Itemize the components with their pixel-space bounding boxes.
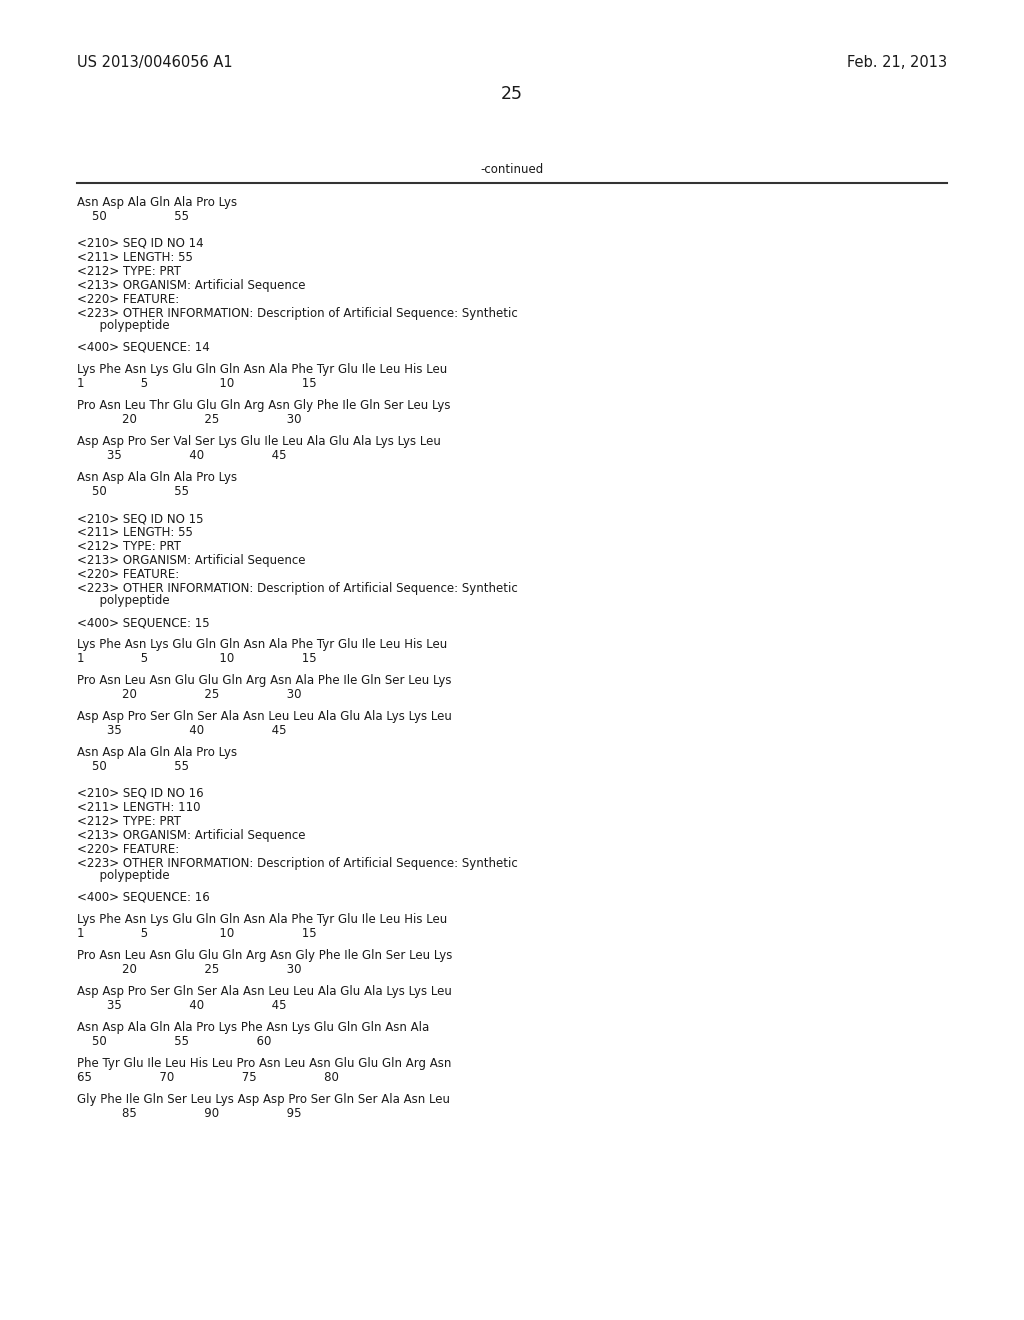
Text: <223> OTHER INFORMATION: Description of Artificial Sequence: Synthetic: <223> OTHER INFORMATION: Description of … — [77, 582, 518, 595]
Text: Feb. 21, 2013: Feb. 21, 2013 — [847, 55, 947, 70]
Text: 35                  40                  45: 35 40 45 — [77, 999, 287, 1012]
Text: 1               5                   10                  15: 1 5 10 15 — [77, 927, 316, 940]
Text: <211> LENGTH: 55: <211> LENGTH: 55 — [77, 251, 193, 264]
Text: Lys Phe Asn Lys Glu Gln Gln Asn Ala Phe Tyr Glu Ile Leu His Leu: Lys Phe Asn Lys Glu Gln Gln Asn Ala Phe … — [77, 638, 447, 651]
Text: <400> SEQUENCE: 16: <400> SEQUENCE: 16 — [77, 891, 210, 904]
Text: <400> SEQUENCE: 14: <400> SEQUENCE: 14 — [77, 341, 210, 354]
Text: 50                  55                  60: 50 55 60 — [77, 1035, 271, 1048]
Text: Pro Asn Leu Asn Glu Glu Gln Arg Asn Gly Phe Ile Gln Ser Leu Lys: Pro Asn Leu Asn Glu Glu Gln Arg Asn Gly … — [77, 949, 453, 962]
Text: <223> OTHER INFORMATION: Description of Artificial Sequence: Synthetic: <223> OTHER INFORMATION: Description of … — [77, 308, 518, 319]
Text: <220> FEATURE:: <220> FEATURE: — [77, 568, 179, 581]
Text: <210> SEQ ID NO 15: <210> SEQ ID NO 15 — [77, 512, 204, 525]
Text: polypeptide: polypeptide — [77, 869, 170, 882]
Text: Phe Tyr Glu Ile Leu His Leu Pro Asn Leu Asn Glu Glu Gln Arg Asn: Phe Tyr Glu Ile Leu His Leu Pro Asn Leu … — [77, 1057, 452, 1071]
Text: <212> TYPE: PRT: <212> TYPE: PRT — [77, 265, 181, 279]
Text: 20                  25                  30: 20 25 30 — [77, 413, 301, 426]
Text: -continued: -continued — [480, 162, 544, 176]
Text: <212> TYPE: PRT: <212> TYPE: PRT — [77, 814, 181, 828]
Text: Asp Asp Pro Ser Gln Ser Ala Asn Leu Leu Ala Glu Ala Lys Lys Leu: Asp Asp Pro Ser Gln Ser Ala Asn Leu Leu … — [77, 710, 452, 723]
Text: 50                  55: 50 55 — [77, 484, 189, 498]
Text: <220> FEATURE:: <220> FEATURE: — [77, 843, 179, 855]
Text: <400> SEQUENCE: 15: <400> SEQUENCE: 15 — [77, 616, 210, 630]
Text: Lys Phe Asn Lys Glu Gln Gln Asn Ala Phe Tyr Glu Ile Leu His Leu: Lys Phe Asn Lys Glu Gln Gln Asn Ala Phe … — [77, 913, 447, 927]
Text: Pro Asn Leu Thr Glu Glu Gln Arg Asn Gly Phe Ile Gln Ser Leu Lys: Pro Asn Leu Thr Glu Glu Gln Arg Asn Gly … — [77, 399, 451, 412]
Text: <211> LENGTH: 110: <211> LENGTH: 110 — [77, 801, 201, 814]
Text: 1               5                   10                  15: 1 5 10 15 — [77, 652, 316, 665]
Text: Asn Asp Ala Gln Ala Pro Lys: Asn Asp Ala Gln Ala Pro Lys — [77, 195, 238, 209]
Text: <223> OTHER INFORMATION: Description of Artificial Sequence: Synthetic: <223> OTHER INFORMATION: Description of … — [77, 857, 518, 870]
Text: 35                  40                  45: 35 40 45 — [77, 449, 287, 462]
Text: <210> SEQ ID NO 14: <210> SEQ ID NO 14 — [77, 238, 204, 249]
Text: US 2013/0046056 A1: US 2013/0046056 A1 — [77, 55, 232, 70]
Text: 50                  55: 50 55 — [77, 210, 189, 223]
Text: Gly Phe Ile Gln Ser Leu Lys Asp Asp Pro Ser Gln Ser Ala Asn Leu: Gly Phe Ile Gln Ser Leu Lys Asp Asp Pro … — [77, 1093, 450, 1106]
Text: 85                  90                  95: 85 90 95 — [77, 1107, 301, 1119]
Text: Asn Asp Ala Gln Ala Pro Lys: Asn Asp Ala Gln Ala Pro Lys — [77, 746, 238, 759]
Text: 50                  55: 50 55 — [77, 760, 189, 774]
Text: <220> FEATURE:: <220> FEATURE: — [77, 293, 179, 306]
Text: Asp Asp Pro Ser Val Ser Lys Glu Ile Leu Ala Glu Ala Lys Lys Leu: Asp Asp Pro Ser Val Ser Lys Glu Ile Leu … — [77, 436, 441, 447]
Text: Asn Asp Ala Gln Ala Pro Lys Phe Asn Lys Glu Gln Gln Asn Ala: Asn Asp Ala Gln Ala Pro Lys Phe Asn Lys … — [77, 1020, 429, 1034]
Text: 1               5                   10                  15: 1 5 10 15 — [77, 378, 316, 389]
Text: 65                  70                  75                  80: 65 70 75 80 — [77, 1071, 339, 1084]
Text: <210> SEQ ID NO 16: <210> SEQ ID NO 16 — [77, 787, 204, 800]
Text: 20                  25                  30: 20 25 30 — [77, 688, 301, 701]
Text: 35                  40                  45: 35 40 45 — [77, 723, 287, 737]
Text: <212> TYPE: PRT: <212> TYPE: PRT — [77, 540, 181, 553]
Text: Pro Asn Leu Asn Glu Glu Gln Arg Asn Ala Phe Ile Gln Ser Leu Lys: Pro Asn Leu Asn Glu Glu Gln Arg Asn Ala … — [77, 675, 452, 686]
Text: Asn Asp Ala Gln Ala Pro Lys: Asn Asp Ala Gln Ala Pro Lys — [77, 471, 238, 484]
Text: <213> ORGANISM: Artificial Sequence: <213> ORGANISM: Artificial Sequence — [77, 554, 305, 568]
Text: 20                  25                  30: 20 25 30 — [77, 964, 301, 975]
Text: polypeptide: polypeptide — [77, 594, 170, 607]
Text: 25: 25 — [501, 84, 523, 103]
Text: <213> ORGANISM: Artificial Sequence: <213> ORGANISM: Artificial Sequence — [77, 279, 305, 292]
Text: Lys Phe Asn Lys Glu Gln Gln Asn Ala Phe Tyr Glu Ile Leu His Leu: Lys Phe Asn Lys Glu Gln Gln Asn Ala Phe … — [77, 363, 447, 376]
Text: polypeptide: polypeptide — [77, 319, 170, 333]
Text: Asp Asp Pro Ser Gln Ser Ala Asn Leu Leu Ala Glu Ala Lys Lys Leu: Asp Asp Pro Ser Gln Ser Ala Asn Leu Leu … — [77, 985, 452, 998]
Text: <213> ORGANISM: Artificial Sequence: <213> ORGANISM: Artificial Sequence — [77, 829, 305, 842]
Text: <211> LENGTH: 55: <211> LENGTH: 55 — [77, 525, 193, 539]
